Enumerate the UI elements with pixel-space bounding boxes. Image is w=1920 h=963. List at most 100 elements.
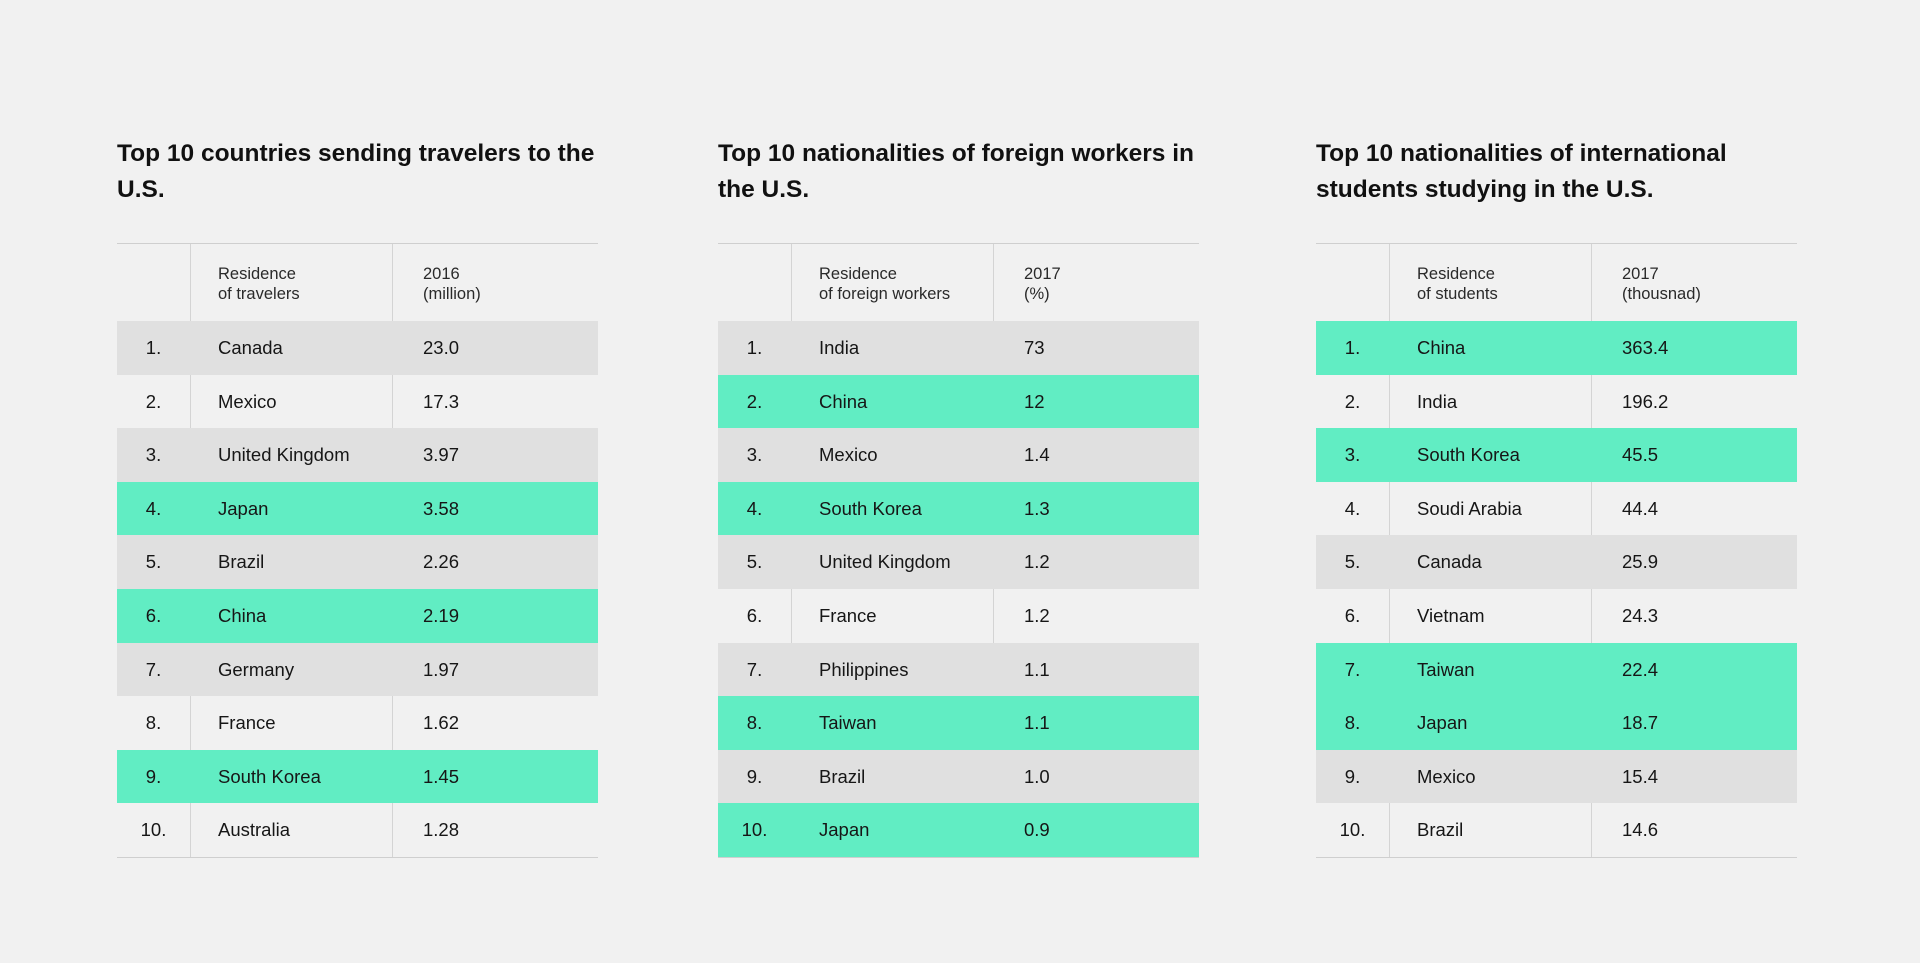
row-value: 44.4 xyxy=(1622,497,1659,519)
row-country: Japan xyxy=(819,819,870,841)
table-title: Top 10 countries sending travelers to th… xyxy=(117,140,595,203)
row-rank: 9. xyxy=(746,765,763,787)
row-rank: 10. xyxy=(741,819,768,841)
row-country: France xyxy=(218,712,276,734)
table-row: 6. France 1.2 xyxy=(718,589,1199,643)
table-row: 1. China 363.4 xyxy=(1316,321,1797,375)
row-country: Canada xyxy=(1417,551,1482,573)
column-header-value: 2017 (%) xyxy=(1024,265,1061,303)
row-value: 363.4 xyxy=(1622,337,1669,358)
table-top-rule xyxy=(1316,243,1797,244)
row-country: Mexico xyxy=(1417,765,1476,787)
row-value: 0.9 xyxy=(1024,819,1050,841)
row-value: 22.4 xyxy=(1622,658,1659,680)
row-value: 1.2 xyxy=(1024,604,1050,626)
table-bottom-rule xyxy=(718,856,1199,858)
row-country: France xyxy=(819,604,877,626)
row-value: 1.97 xyxy=(423,658,460,680)
table-row: 5. United Kingdom 1.2 xyxy=(718,535,1199,589)
row-country: Mexico xyxy=(819,444,878,466)
row-country: Canada xyxy=(218,337,283,358)
row-country: Japan xyxy=(218,497,269,519)
row-rank: 8. xyxy=(746,712,763,734)
row-value: 12 xyxy=(1024,390,1045,412)
row-rank: 6. xyxy=(145,604,162,626)
row-value: 18.7 xyxy=(1622,712,1659,734)
row-value: 15.4 xyxy=(1622,765,1659,787)
table-top-rule xyxy=(718,243,1199,244)
row-country: Brazil xyxy=(819,765,866,787)
row-value: 1.0 xyxy=(1024,765,1050,787)
table-row: 6. Vietnam 24.3 xyxy=(1316,589,1797,643)
row-value: 25.9 xyxy=(1622,551,1659,573)
table-title: Top 10 nationalities of international st… xyxy=(1316,140,1727,203)
row-rank: 3. xyxy=(746,444,763,466)
table-row: 1. India 73 xyxy=(718,321,1199,375)
row-value: 1.62 xyxy=(423,712,460,734)
row-rank: 4. xyxy=(145,497,162,519)
table-row: 3. Mexico 1.4 xyxy=(718,428,1199,482)
row-rank: 3. xyxy=(145,444,162,466)
row-value: 1.3 xyxy=(1024,497,1050,519)
row-value: 23.0 xyxy=(423,337,460,358)
row-value: 45.5 xyxy=(1622,444,1659,466)
column-header-name: Residence of students xyxy=(1417,265,1498,303)
table-row: 7. Germany 1.97 xyxy=(117,642,598,697)
column-header-name: Residence of travelers xyxy=(218,265,300,303)
table-bottom-rule xyxy=(117,856,598,858)
row-rank: 7. xyxy=(1344,658,1361,680)
row-rank: 8. xyxy=(145,712,162,734)
row-rank: 1. xyxy=(746,337,763,358)
row-country: Taiwan xyxy=(819,712,877,734)
row-country: Japan xyxy=(1417,712,1468,734)
row-value: 2.19 xyxy=(423,604,460,626)
table-row: 5. Brazil 2.26 xyxy=(117,535,598,589)
row-country: South Korea xyxy=(1417,444,1520,466)
row-country: Taiwan xyxy=(1417,658,1475,680)
row-rank: 10. xyxy=(1339,819,1366,841)
row-country: United Kingdom xyxy=(819,551,951,573)
row-value: 17.3 xyxy=(423,390,460,412)
data-table: Residence of students 2017 (thousnad) 1. Ch… xyxy=(1316,243,1797,858)
row-rank: 5. xyxy=(145,551,162,573)
row-value: 3.97 xyxy=(423,444,460,466)
table-row: 4. Japan 3.58 xyxy=(117,481,598,536)
row-country: China xyxy=(1417,337,1466,358)
row-value: 24.3 xyxy=(1622,604,1659,626)
row-rank: 6. xyxy=(746,604,763,626)
row-value: 2.26 xyxy=(423,551,460,573)
row-value: 1.45 xyxy=(423,765,460,787)
table-row: 9. South Korea 1.45 xyxy=(117,749,598,804)
row-country: China xyxy=(218,604,267,626)
row-rank: 3. xyxy=(1344,444,1361,466)
table-row: 3. United Kingdom 3.97 xyxy=(117,428,598,482)
row-value: 1.28 xyxy=(423,819,460,841)
row-rank: 9. xyxy=(145,765,162,787)
row-value: 14.6 xyxy=(1622,819,1659,841)
table-title: Top 10 nationalities of foreign workers … xyxy=(718,140,1195,203)
table-row: 6. China 2.19 xyxy=(117,588,598,643)
column-header-name: Residence of foreign workers xyxy=(819,265,951,303)
row-rank: 9. xyxy=(1344,765,1361,787)
row-rank: 1. xyxy=(145,337,162,358)
table-row: 4. Soudi Arabia 44.4 xyxy=(1316,482,1797,536)
row-rank: 5. xyxy=(746,551,763,573)
row-value: 1.2 xyxy=(1024,551,1050,573)
column-header-value: 2016 (million) xyxy=(423,265,481,303)
row-rank: 5. xyxy=(1344,551,1361,573)
table-row: 4. South Korea 1.3 xyxy=(718,481,1199,536)
table-row: 10. Australia 1.28 xyxy=(117,803,598,857)
table-row: 2. Mexico 17.3 xyxy=(117,375,598,429)
column-header-value: 2017 (thousnad) xyxy=(1622,265,1701,303)
row-country: Brazil xyxy=(218,551,265,573)
data-table: Residence of foreign workers 2017 (%) 1. In… xyxy=(718,243,1199,858)
table-header: Residence of students 2017 (thousnad) xyxy=(1316,244,1797,321)
row-rank: 6. xyxy=(1344,604,1361,626)
row-rank: 7. xyxy=(746,658,763,680)
table-row: 8. Taiwan 1.1 xyxy=(718,696,1199,750)
row-rank: 2. xyxy=(1344,390,1361,412)
table-bottom-rule xyxy=(1316,856,1797,858)
row-country: India xyxy=(819,337,860,358)
row-country: India xyxy=(1417,390,1458,412)
table-row: 7. Taiwan 22.4 xyxy=(1316,642,1797,697)
